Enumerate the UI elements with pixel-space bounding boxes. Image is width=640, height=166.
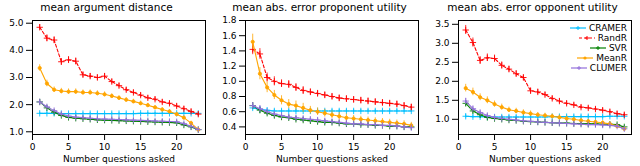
svg-text:20: 20 — [384, 142, 396, 152]
svg-text:20: 20 — [171, 142, 183, 152]
svg-text:3.0: 3.0 — [435, 38, 450, 48]
svg-text:3.0: 3.0 — [9, 72, 24, 82]
svg-text:2.5: 2.5 — [435, 57, 449, 67]
svg-text:2.0: 2.0 — [435, 76, 450, 86]
svg-text:20: 20 — [597, 142, 609, 152]
svg-text:Number questions asked: Number questions asked — [489, 154, 601, 164]
html-text:mean abs. error proponent util: mean abs. error proponent utility — [232, 1, 407, 13]
svg-text:2.0: 2.0 — [9, 100, 24, 110]
svg-text:1.0: 1.0 — [435, 114, 450, 124]
svg-text:10: 10 — [99, 142, 111, 152]
svg-text:1.0: 1.0 — [222, 76, 237, 86]
svg-text:Number questions asked: Number questions asked — [63, 154, 175, 164]
svg-text:5: 5 — [279, 142, 285, 152]
svg-text:15: 15 — [135, 142, 146, 152]
svg-text:0.4: 0.4 — [222, 122, 237, 132]
html-text:CRAMER: CRAMER — [589, 23, 627, 33]
svg-text:1.8: 1.8 — [222, 15, 237, 25]
svg-text:0: 0 — [30, 142, 36, 152]
svg-text:5.0: 5.0 — [9, 18, 24, 28]
svg-text:10: 10 — [312, 142, 324, 152]
html-text:RandR: RandR — [597, 33, 627, 43]
svg-text:0.8: 0.8 — [222, 91, 237, 101]
svg-text:1.6: 1.6 — [222, 31, 237, 41]
svg-text:1.2: 1.2 — [222, 61, 236, 71]
svg-text:1.5: 1.5 — [435, 95, 449, 105]
svg-text:15: 15 — [348, 142, 359, 152]
svg-text:4.0: 4.0 — [9, 45, 24, 55]
svg-text:0: 0 — [243, 142, 249, 152]
html-text:mean abs. error opponent utili: mean abs. error opponent utility — [447, 1, 618, 13]
svg-text:1.0: 1.0 — [9, 127, 24, 137]
html-text:mean argument distance: mean argument distance — [40, 1, 173, 13]
svg-text:0.6: 0.6 — [222, 107, 237, 117]
svg-text:3.5: 3.5 — [435, 19, 449, 29]
svg-text:10: 10 — [525, 142, 537, 152]
svg-text:15: 15 — [561, 142, 572, 152]
svg-text:0: 0 — [456, 142, 462, 152]
svg-text:Number questions asked: Number questions asked — [276, 154, 388, 164]
html-text:MeanR: MeanR — [596, 53, 627, 63]
svg-text:5: 5 — [492, 142, 498, 152]
svg-text:1.4: 1.4 — [222, 46, 237, 56]
html-text:SVR: SVR — [608, 43, 627, 53]
svg-text:5: 5 — [66, 142, 72, 152]
html-text:CLUMER: CLUMER — [589, 63, 627, 73]
